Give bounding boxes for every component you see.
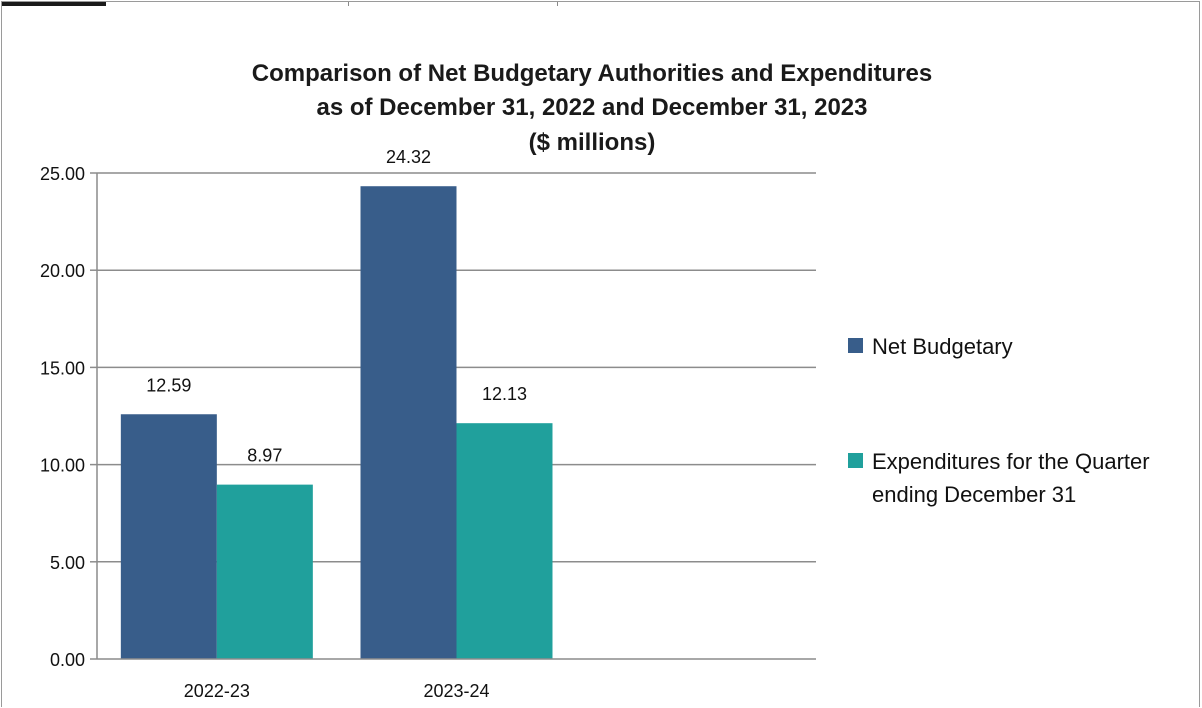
x-tick-label: 2023-24 <box>423 681 489 701</box>
frame-edge-tick <box>348 2 349 6</box>
y-tick-label: 20.00 <box>40 261 85 281</box>
chart-title-line-1: Comparison of Net Budgetary Authorities … <box>252 60 933 87</box>
frame-edge-tick <box>557 2 558 6</box>
y-tick-label: 0.00 <box>50 650 85 670</box>
legend-swatch <box>848 338 863 353</box>
chart-title: Comparison of Net Budgetary Authorities … <box>252 60 933 156</box>
bar-net-budgetary-2023-24 <box>360 186 457 660</box>
bar-net-budgetary-2022-23 <box>120 414 217 659</box>
bars <box>120 186 553 660</box>
axes: 0.00 5.00 10.00 15.00 20.00 25.00 2022-23 2023-… <box>40 164 816 701</box>
y-tick-label: 15.00 <box>40 358 85 378</box>
legend-label: Expenditures for the Quarter <box>872 449 1150 474</box>
chart-title-line-3: ($ millions) <box>529 129 656 156</box>
data-label: 12.13 <box>482 384 527 404</box>
legend-label: Net Budgetary <box>872 334 1013 359</box>
data-label: 24.32 <box>386 147 431 167</box>
data-labels: 12.59 8.97 24.32 12.13 <box>146 147 527 465</box>
legend: Net Budgetary Expenditures for the Quarte… <box>848 334 1150 507</box>
legend-swatch <box>848 453 863 468</box>
legend-label: ending December 31 <box>872 482 1076 507</box>
y-tick-label: 5.00 <box>50 553 85 573</box>
frame-edge-mark <box>2 2 106 6</box>
bar-expenditures-2022-23 <box>216 484 313 659</box>
y-tick-label: 10.00 <box>40 456 85 476</box>
data-label: 8.97 <box>247 446 282 466</box>
chart-title-line-2: as of December 31, 2022 and December 31,… <box>317 94 868 121</box>
y-tick-label: 25.00 <box>40 164 85 184</box>
x-tick-label: 2022-23 <box>184 681 250 701</box>
bar-expenditures-2023-24 <box>456 423 553 659</box>
data-label: 12.59 <box>146 375 191 395</box>
